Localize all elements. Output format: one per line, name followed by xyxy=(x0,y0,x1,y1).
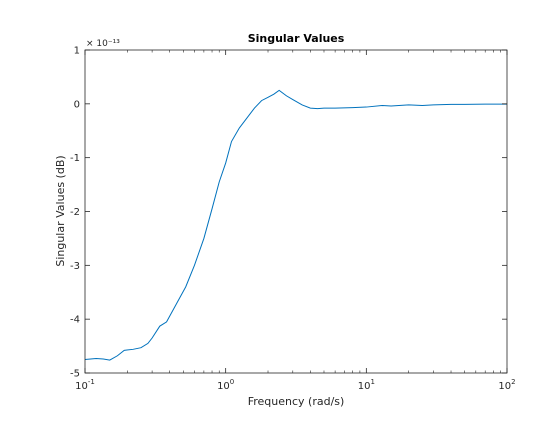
y-tick-label: -2 xyxy=(70,207,80,218)
plot-area-background xyxy=(85,50,507,373)
x-axis-label: Frequency (rad/s) xyxy=(248,395,345,408)
y-exponent-label: × 10⁻¹³ xyxy=(86,39,120,49)
y-tick-label: -3 xyxy=(70,261,80,272)
y-tick-label: -5 xyxy=(70,369,80,380)
chart-title: Singular Values xyxy=(248,32,345,45)
data-layer xyxy=(84,89,507,361)
y-tick-label: 0 xyxy=(74,99,80,110)
y-tick-label: -1 xyxy=(70,153,80,164)
y-tick-label: 1 xyxy=(74,46,80,57)
y-axis-label: Singular Values (dB) xyxy=(54,155,67,266)
x-tick-label: 10-1 xyxy=(75,378,95,392)
y-tick-label: -4 xyxy=(70,315,80,326)
x-tick-label: 100 xyxy=(217,378,234,392)
x-tick-label: 102 xyxy=(498,378,515,392)
series-line-0 xyxy=(84,89,507,361)
x-tick-label: 101 xyxy=(358,378,375,392)
